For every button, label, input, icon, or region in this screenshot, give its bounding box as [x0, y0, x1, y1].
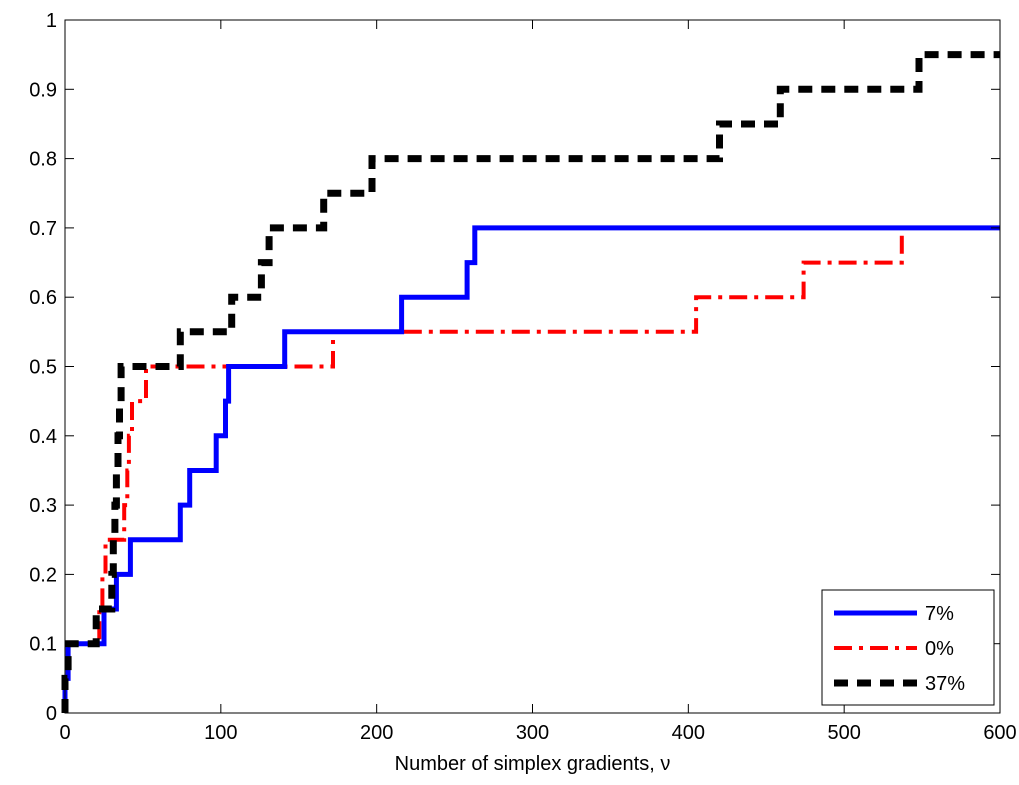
- x-axis-title: Number of simplex gradients, ν: [395, 753, 671, 775]
- y-tick-label: 0.1: [29, 634, 57, 656]
- legend: 7% 0% 37%: [821, 589, 995, 706]
- y-tick-label: 0.6: [29, 287, 57, 309]
- y-tick-label: 0.2: [29, 564, 57, 586]
- x-tick-label: 500: [827, 722, 860, 744]
- y-tick-label: 0.7: [29, 218, 57, 240]
- y-tick-label: 0.3: [29, 495, 57, 517]
- series-line-0pct: [63, 225, 1000, 713]
- legend-label: 37%: [925, 673, 965, 695]
- x-tick-label: 100: [204, 722, 237, 744]
- x-tick-label: 300: [516, 722, 549, 744]
- x-tick-label: 600: [983, 722, 1016, 744]
- x-tick-label: 0: [59, 722, 70, 744]
- x-tick-label: 200: [360, 722, 393, 744]
- y-tick-label: 0.8: [29, 149, 57, 171]
- x-tick-label: 400: [672, 722, 705, 744]
- series-line-7pct: [62, 225, 1000, 713]
- ticks-layer: 0 100 200 300 400 500 600 0 0.1 0.2 0.3 0.4 0.5 0.6 0.…: [29, 10, 1017, 744]
- legend-label: 7%: [925, 603, 954, 625]
- y-tick-label: 0.5: [29, 357, 57, 379]
- y-tick-label: 0.4: [29, 426, 57, 448]
- series-line-37pct: [61, 51, 1000, 713]
- y-tick-label: 1: [46, 10, 57, 32]
- y-tick-label: 0: [46, 703, 57, 725]
- series-layer: [61, 51, 1000, 713]
- legend-label: 0%: [925, 638, 954, 660]
- y-tick-label: 0.9: [29, 79, 57, 101]
